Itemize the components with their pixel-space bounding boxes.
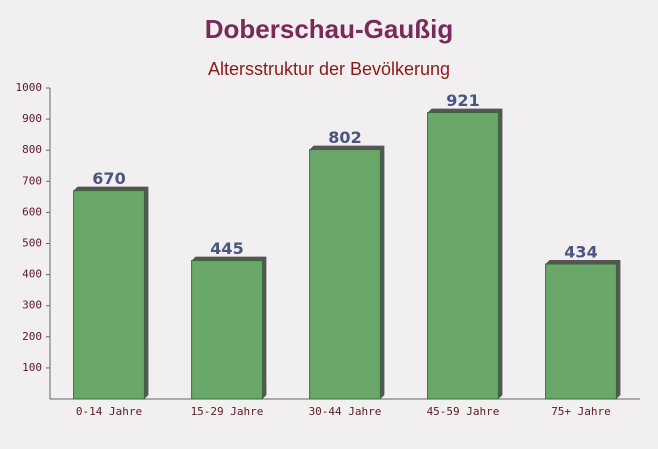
bar — [427, 112, 499, 400]
x-tick-label: 45-59 Jahre — [427, 405, 500, 418]
y-tick-label: 800 — [22, 143, 42, 156]
bar — [309, 149, 381, 400]
x-tick-label: 75+ Jahre — [551, 405, 611, 418]
x-tick-label: 30-44 Jahre — [309, 405, 382, 418]
y-tick-label: 200 — [22, 330, 42, 343]
bar — [191, 260, 263, 400]
value-label: 445 — [210, 239, 243, 258]
x-tick-label: 0-14 Jahre — [76, 405, 142, 418]
y-tick-label: 700 — [22, 174, 42, 187]
value-label: 921 — [446, 91, 479, 110]
y-tick-label: 900 — [22, 112, 42, 125]
y-tick-label: 300 — [22, 299, 42, 312]
value-label: 434 — [564, 243, 597, 262]
value-label: 802 — [328, 128, 361, 147]
y-tick-label: 400 — [22, 268, 42, 281]
bar — [545, 263, 617, 400]
y-tick-label: 1000 — [16, 81, 43, 94]
y-tick-label: 500 — [22, 237, 42, 250]
bar — [73, 190, 145, 400]
chart-title: Doberschau-Gaußig — [205, 14, 453, 44]
x-tick-label: 15-29 Jahre — [191, 405, 264, 418]
chart-subtitle: Altersstruktur der Bevölkerung — [208, 59, 450, 79]
value-label: 670 — [92, 169, 125, 188]
y-tick-label: 600 — [22, 205, 42, 218]
y-tick-label: 100 — [22, 361, 42, 374]
